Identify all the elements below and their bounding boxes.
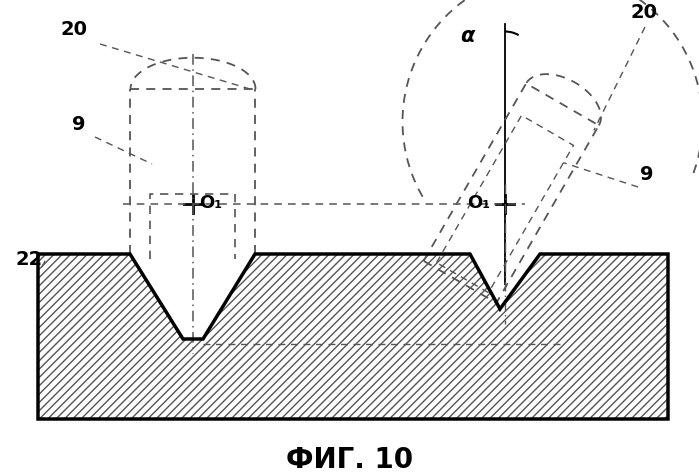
Text: 22: 22 — [15, 249, 42, 268]
Polygon shape — [38, 255, 668, 419]
Text: 20: 20 — [60, 20, 87, 39]
Text: 9: 9 — [640, 165, 654, 184]
Text: 20: 20 — [630, 3, 657, 22]
Text: ФИГ. 10: ФИГ. 10 — [287, 445, 414, 473]
Text: O₁: O₁ — [199, 194, 222, 211]
Text: α: α — [460, 26, 475, 46]
Text: O₁: O₁ — [467, 194, 490, 211]
Text: 9: 9 — [72, 115, 85, 134]
